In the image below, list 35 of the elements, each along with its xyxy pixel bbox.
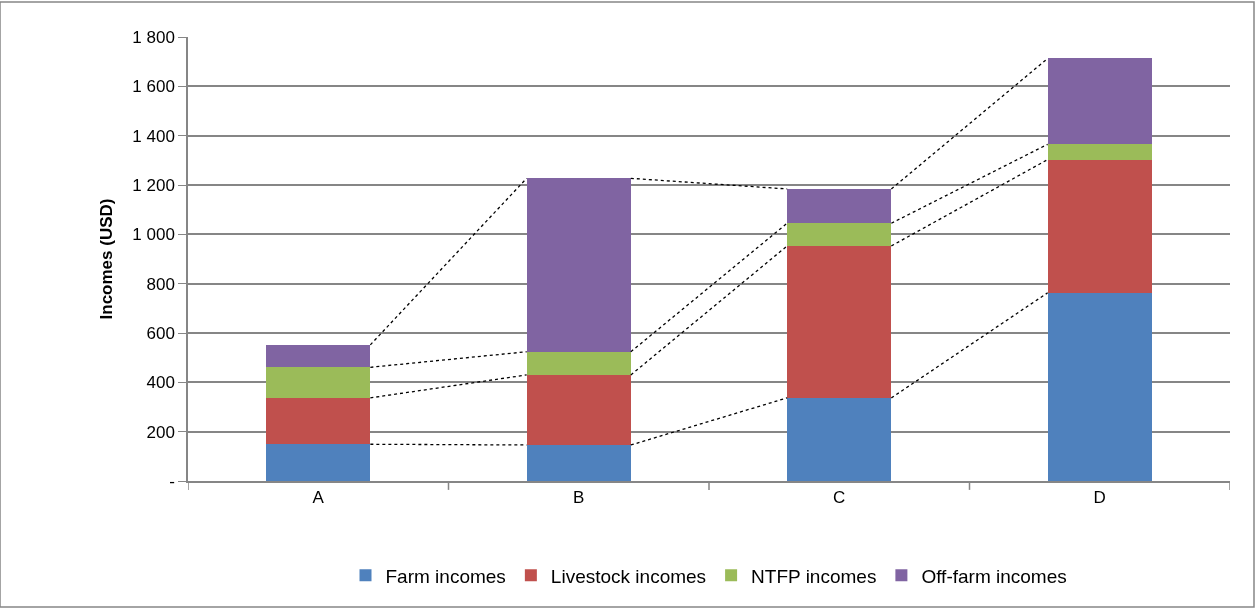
bar <box>1047 144 1152 160</box>
bar <box>526 444 631 481</box>
y-tick-label: 800 <box>146 274 175 294</box>
y-tick-label: 1 200 <box>132 175 175 195</box>
legend-label: Livestock incomes <box>550 565 707 587</box>
x-tick-label: D <box>1093 488 1106 508</box>
y-tick-label: 1 800 <box>132 27 175 47</box>
bar <box>266 444 371 481</box>
bar <box>1047 292 1152 481</box>
bar <box>526 374 631 445</box>
y-tick-label: 600 <box>146 323 175 343</box>
legend-label: Off-farm incomes <box>921 565 1067 587</box>
bar <box>266 397 371 445</box>
y-axis-title: Incomes (USD) <box>97 198 117 320</box>
legend-label: Farm incomes <box>385 565 506 587</box>
y-tick-label: - <box>169 471 175 491</box>
bar <box>787 223 892 246</box>
x-tick-label: B <box>573 488 585 508</box>
y-tick-label: 1 600 <box>132 77 175 97</box>
y-tick-label: 1 400 <box>132 126 175 146</box>
y-tick-label: 1 000 <box>132 225 175 245</box>
bar <box>266 344 371 368</box>
legend-label: NTFP incomes <box>751 565 877 587</box>
y-tick-label: 200 <box>146 422 175 442</box>
bar <box>526 178 631 352</box>
bar <box>1047 58 1152 145</box>
bar <box>1047 159 1152 293</box>
y-tick-label: 400 <box>146 373 175 393</box>
x-tick-label: A <box>312 488 325 508</box>
bar <box>266 367 371 398</box>
bar <box>787 188 892 224</box>
bar <box>526 351 631 375</box>
x-tick-label: C <box>833 488 846 508</box>
bar <box>787 245 892 398</box>
bar <box>787 397 892 481</box>
